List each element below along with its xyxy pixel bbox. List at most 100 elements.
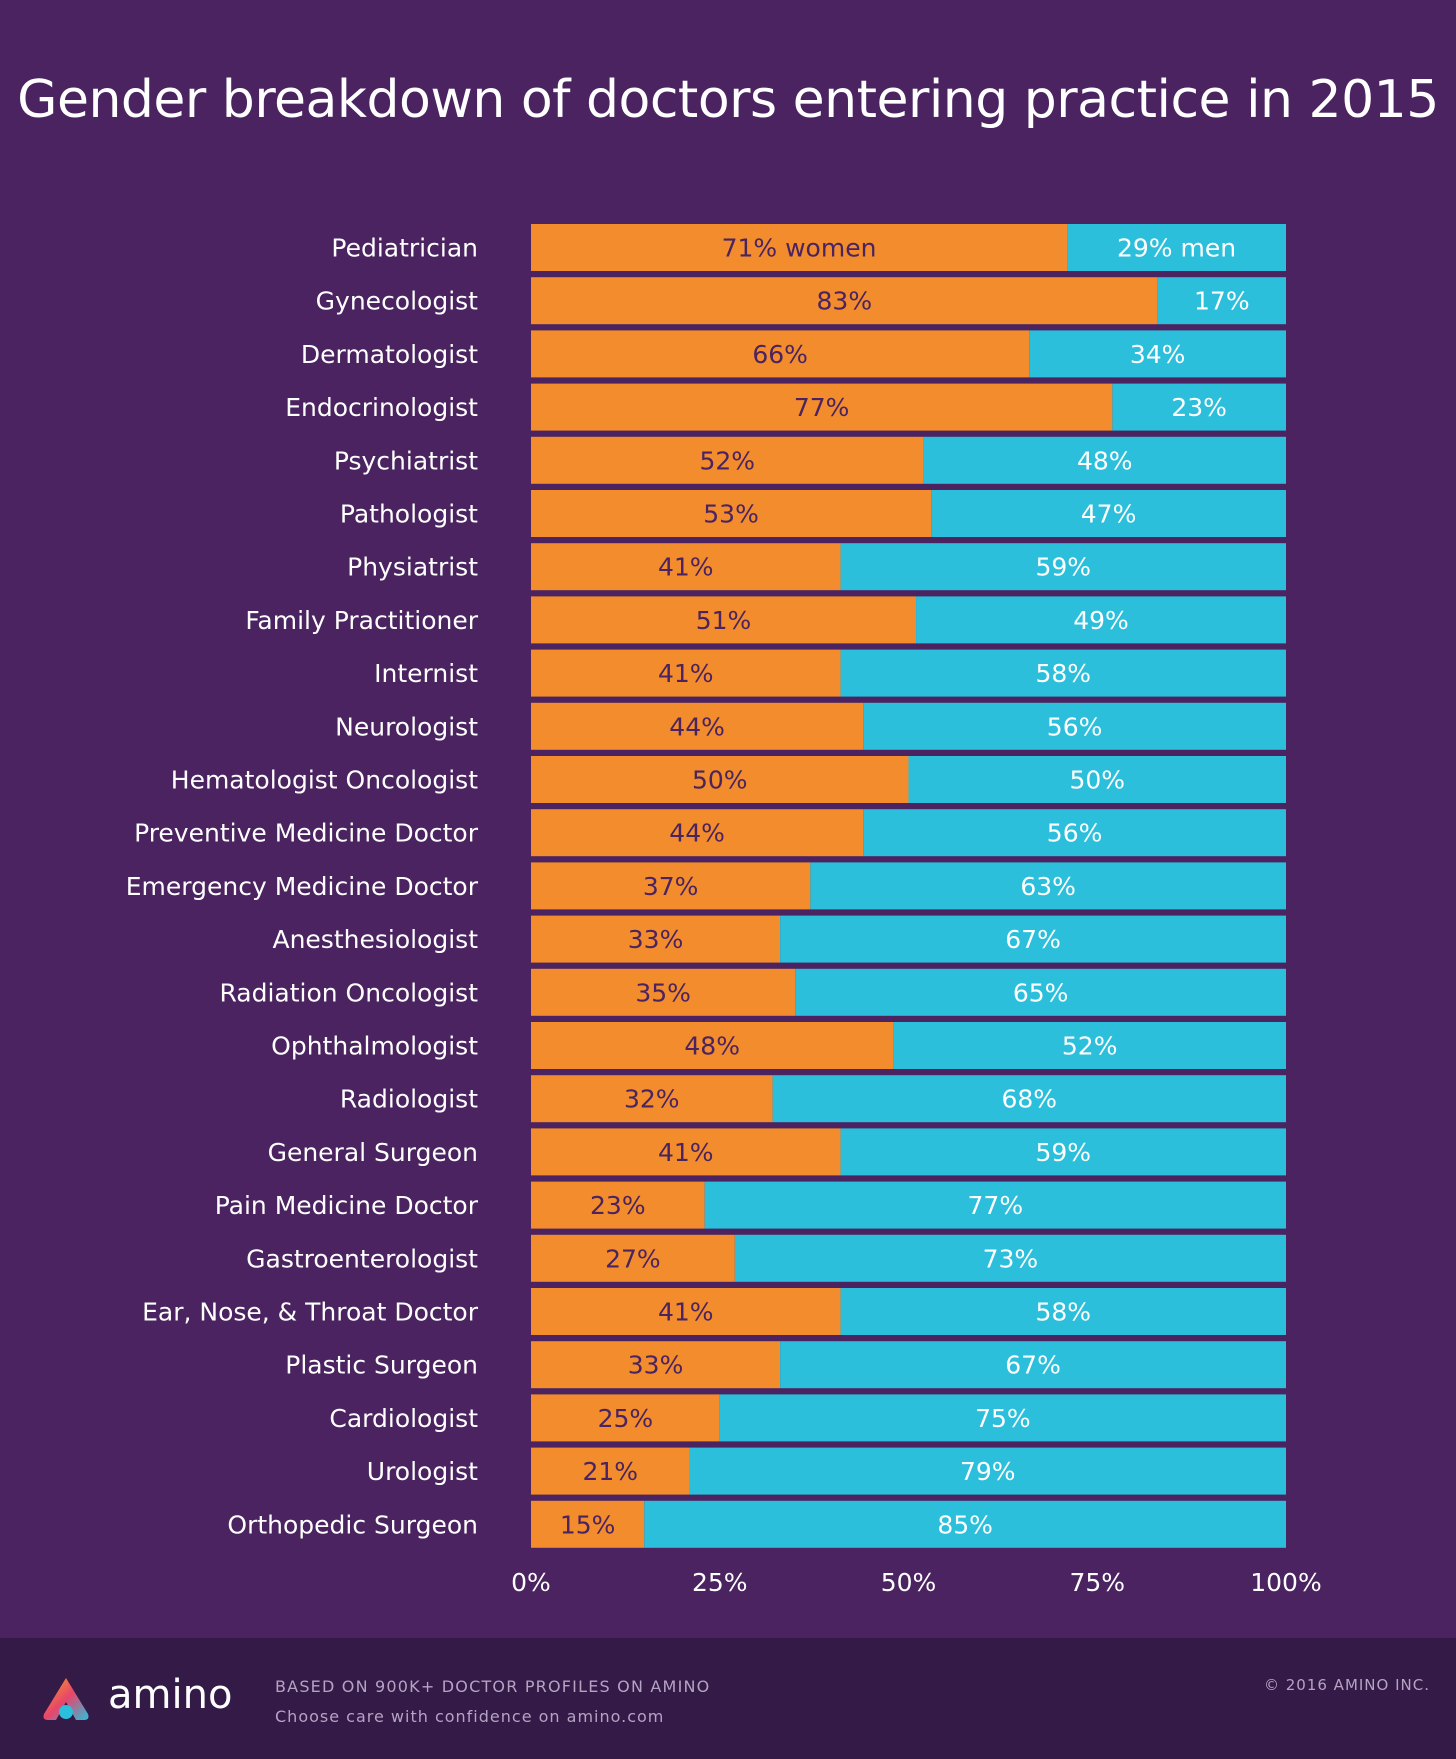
women-value-label: 33% [628,1351,684,1380]
women-bar [531,436,924,484]
men-bar [931,490,1286,537]
men-value-label: 79% [960,1457,1016,1486]
women-value-label: 23% [590,1191,646,1220]
women-bar [531,756,909,803]
men-bar [810,862,1286,910]
category-label: Gastroenterologist [246,1244,478,1273]
amino-logo-icon [43,1678,89,1720]
men-value-label: 67% [1005,925,1061,954]
women-bar [531,383,1113,431]
footer: amino BASED ON 900K+ DOCTOR PROFILES ON … [0,1638,1456,1759]
women-value-label: 48% [684,1032,740,1061]
men-value-label: 48% [1077,446,1133,475]
men-value-label: 56% [1047,712,1103,741]
women-bar [531,649,841,697]
x-tick-label: 50% [881,1568,937,1597]
men-bar [689,1447,1286,1495]
category-label: Pediatrician [331,234,478,263]
women-value-label: 37% [643,872,699,901]
women-bar [531,1075,773,1123]
category-label: Ophthalmologist [271,1032,478,1061]
men-bar [780,915,1286,963]
men-bar [916,596,1286,644]
women-value-label: 44% [669,712,725,741]
men-value-label: 47% [1081,500,1137,529]
women-value-label: 33% [628,925,684,954]
men-bar [704,1181,1286,1229]
men-value-label: 59% [1035,1138,1091,1167]
men-value-label: 68% [1002,1085,1058,1114]
category-label: Ear, Nose, & Throat Doctor [142,1298,479,1327]
men-value-label: 59% [1035,553,1091,582]
women-bar [531,702,864,750]
women-value-label: 25% [598,1404,654,1433]
category-label: Neurologist [335,712,478,741]
women-value-label: 53% [703,500,759,529]
women-bar [531,809,864,857]
men-bar [734,1234,1286,1282]
men-value-label: 63% [1020,872,1076,901]
stacked-bar-chart: Pediatrician 71% women 29% men Gynecologist… [126,224,1322,1597]
men-bar [840,1288,1286,1335]
women-bar [531,1022,894,1069]
men-value-label: 67% [1005,1351,1061,1380]
category-label: Emergency Medicine Doctor [126,872,479,901]
category-label: Psychiatrist [334,446,478,475]
category-label: Pain Medicine Doctor [215,1191,479,1220]
women-bar [531,1341,781,1389]
men-value-label: 58% [1035,1298,1091,1327]
category-label: Cardiologist [329,1404,478,1433]
women-value-label: 50% [692,766,748,795]
women-value-label: 71% women [722,234,877,263]
men-bar [780,1341,1286,1389]
women-value-label: 41% [658,553,714,582]
x-tick-label: 0% [511,1568,551,1597]
men-bar [840,649,1286,697]
men-value-label: 29% men [1117,234,1236,263]
men-bar [923,436,1286,484]
men-bar [893,1022,1286,1069]
men-bar [840,543,1286,591]
women-value-label: 83% [817,287,873,316]
women-value-label: 35% [635,978,691,1007]
category-label: Dermatologist [301,340,478,369]
men-bar [719,1394,1286,1442]
men-value-label: 58% [1035,659,1091,688]
women-bar [531,1447,690,1495]
men-value-label: 85% [937,1510,993,1539]
women-value-label: 77% [794,393,850,422]
women-bar [531,277,1158,325]
men-bar [1067,224,1286,271]
women-value-label: 66% [752,340,808,369]
category-label: Endocrinologist [285,393,478,422]
tagline-link[interactable]: Choose care with confidence on amino.com [275,1707,665,1726]
men-value-label: 75% [975,1404,1031,1433]
women-bar [531,968,796,1016]
men-value-label: 50% [1069,766,1125,795]
women-bar [531,1234,735,1282]
men-value-label: 34% [1130,340,1186,369]
women-bar [531,1394,720,1442]
category-label: Orthopedic Surgeon [227,1510,478,1539]
category-label: Gynecologist [316,287,479,316]
x-tick-label: 25% [692,1568,748,1597]
women-value-label: 41% [658,1138,714,1167]
women-bar [531,596,917,644]
chart-title: Gender breakdown of doctors entering pra… [17,70,1439,130]
category-label: Internist [374,659,478,688]
men-value-label: 65% [1013,978,1069,1007]
x-tick-label: 75% [1069,1568,1125,1597]
women-value-label: 52% [700,446,756,475]
men-bar [772,1075,1286,1123]
category-label: Family Practitioner [245,606,478,635]
x-tick-label: 100% [1250,1568,1321,1597]
women-bar [531,1181,705,1229]
men-bar [840,1128,1286,1176]
men-bar [863,702,1286,750]
women-bar [531,543,841,591]
women-bar [531,1288,841,1335]
women-value-label: 41% [658,659,714,688]
category-label: Physiatrist [347,553,478,582]
men-value-label: 73% [983,1244,1039,1273]
men-bar [1112,383,1286,431]
